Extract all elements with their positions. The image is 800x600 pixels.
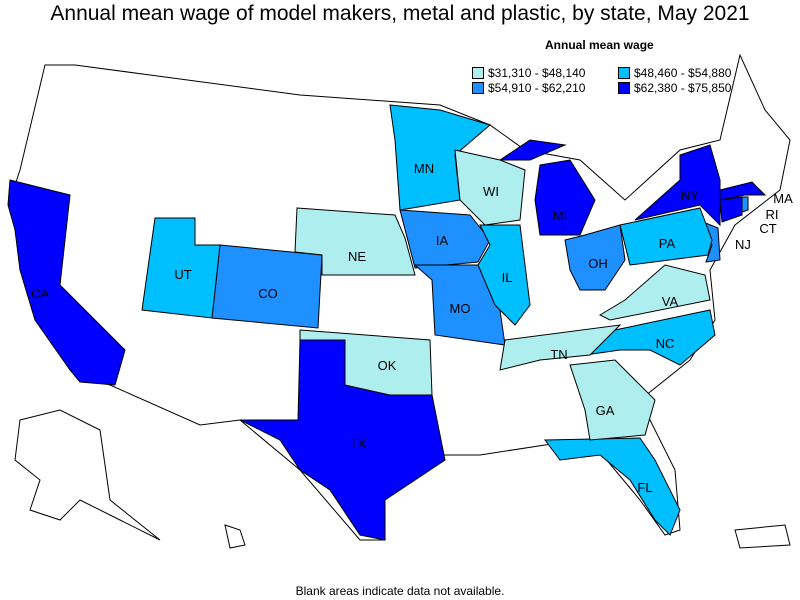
legend-swatch xyxy=(618,67,630,79)
state-il[interactable] xyxy=(477,224,531,326)
state-oh[interactable] xyxy=(564,224,626,291)
footer-note: Blank areas indicate data not available. xyxy=(295,584,505,598)
state-label-pa: PA xyxy=(659,236,676,251)
state-label-ny: NY xyxy=(681,188,699,203)
state-label-mn: MN xyxy=(414,161,434,176)
state-ne[interactable] xyxy=(294,207,416,276)
state-ct[interactable] xyxy=(719,196,743,223)
state-ut[interactable] xyxy=(141,217,221,319)
legend-item: $31,310 - $48,140 xyxy=(472,66,585,80)
state-ok[interactable] xyxy=(299,329,433,396)
state-tn[interactable] xyxy=(499,324,622,371)
legend-item: $62,380 - $75,850 xyxy=(618,81,731,95)
state-ia[interactable] xyxy=(399,209,491,269)
state-ga[interactable] xyxy=(569,359,656,441)
legend-label: $62,380 - $75,850 xyxy=(634,81,732,95)
state-nc[interactable] xyxy=(583,309,716,366)
legend-swatch xyxy=(472,67,484,79)
state-label-mi: MI xyxy=(553,208,567,223)
state-label-ut: UT xyxy=(174,267,191,282)
state-ma[interactable] xyxy=(719,181,767,201)
state-label-ga: GA xyxy=(596,403,615,418)
state-mi[interactable] xyxy=(534,159,596,236)
state-label-ma: MA xyxy=(773,191,793,206)
alaska xyxy=(14,409,161,541)
state-label-tn: TN xyxy=(550,347,567,362)
state-label-oh: OH xyxy=(588,256,608,271)
state-ca[interactable] xyxy=(7,179,126,386)
state-label-nc: NC xyxy=(656,336,675,351)
state-label-va: VA xyxy=(662,294,679,309)
state-ri[interactable] xyxy=(741,196,749,213)
state-label-ct: CT xyxy=(759,221,776,236)
state-label-mo: MO xyxy=(450,301,471,316)
legend-title: Annual mean wage xyxy=(545,38,654,52)
state-label-il: IL xyxy=(502,270,513,285)
state-ny[interactable] xyxy=(634,144,721,227)
legend-item: $48,460 - $54,880 xyxy=(618,66,731,80)
legend-item: $54,910 - $62,210 xyxy=(472,81,585,95)
state-label-ne: NE xyxy=(348,249,366,264)
legend-swatch xyxy=(472,82,484,94)
legend-label: $48,460 - $54,880 xyxy=(634,66,732,80)
legend-swatch xyxy=(618,82,630,94)
state-mi[interactable] xyxy=(498,139,567,161)
hawaii xyxy=(224,524,246,549)
state-label-co: CO xyxy=(258,286,278,301)
state-label-fl: FL xyxy=(637,480,652,495)
legend-label: $54,910 - $62,210 xyxy=(488,81,586,95)
puerto-rico xyxy=(734,524,791,549)
state-label-ok: OK xyxy=(378,358,397,373)
state-label-nj: NJ xyxy=(735,237,751,252)
state-fl[interactable] xyxy=(544,437,681,536)
state-label-ca: CA xyxy=(31,286,49,301)
state-pa[interactable] xyxy=(619,207,713,266)
state-label-ri: RI xyxy=(766,207,779,222)
state-wi[interactable] xyxy=(454,149,526,226)
state-va[interactable] xyxy=(598,264,711,321)
state-label-tx: TX xyxy=(350,436,367,451)
map-title: Annual mean wage of model makers, metal … xyxy=(50,2,750,25)
legend-label: $31,310 - $48,140 xyxy=(488,66,586,80)
state-label-ia: IA xyxy=(436,233,449,248)
state-label-wi: WI xyxy=(483,184,499,199)
